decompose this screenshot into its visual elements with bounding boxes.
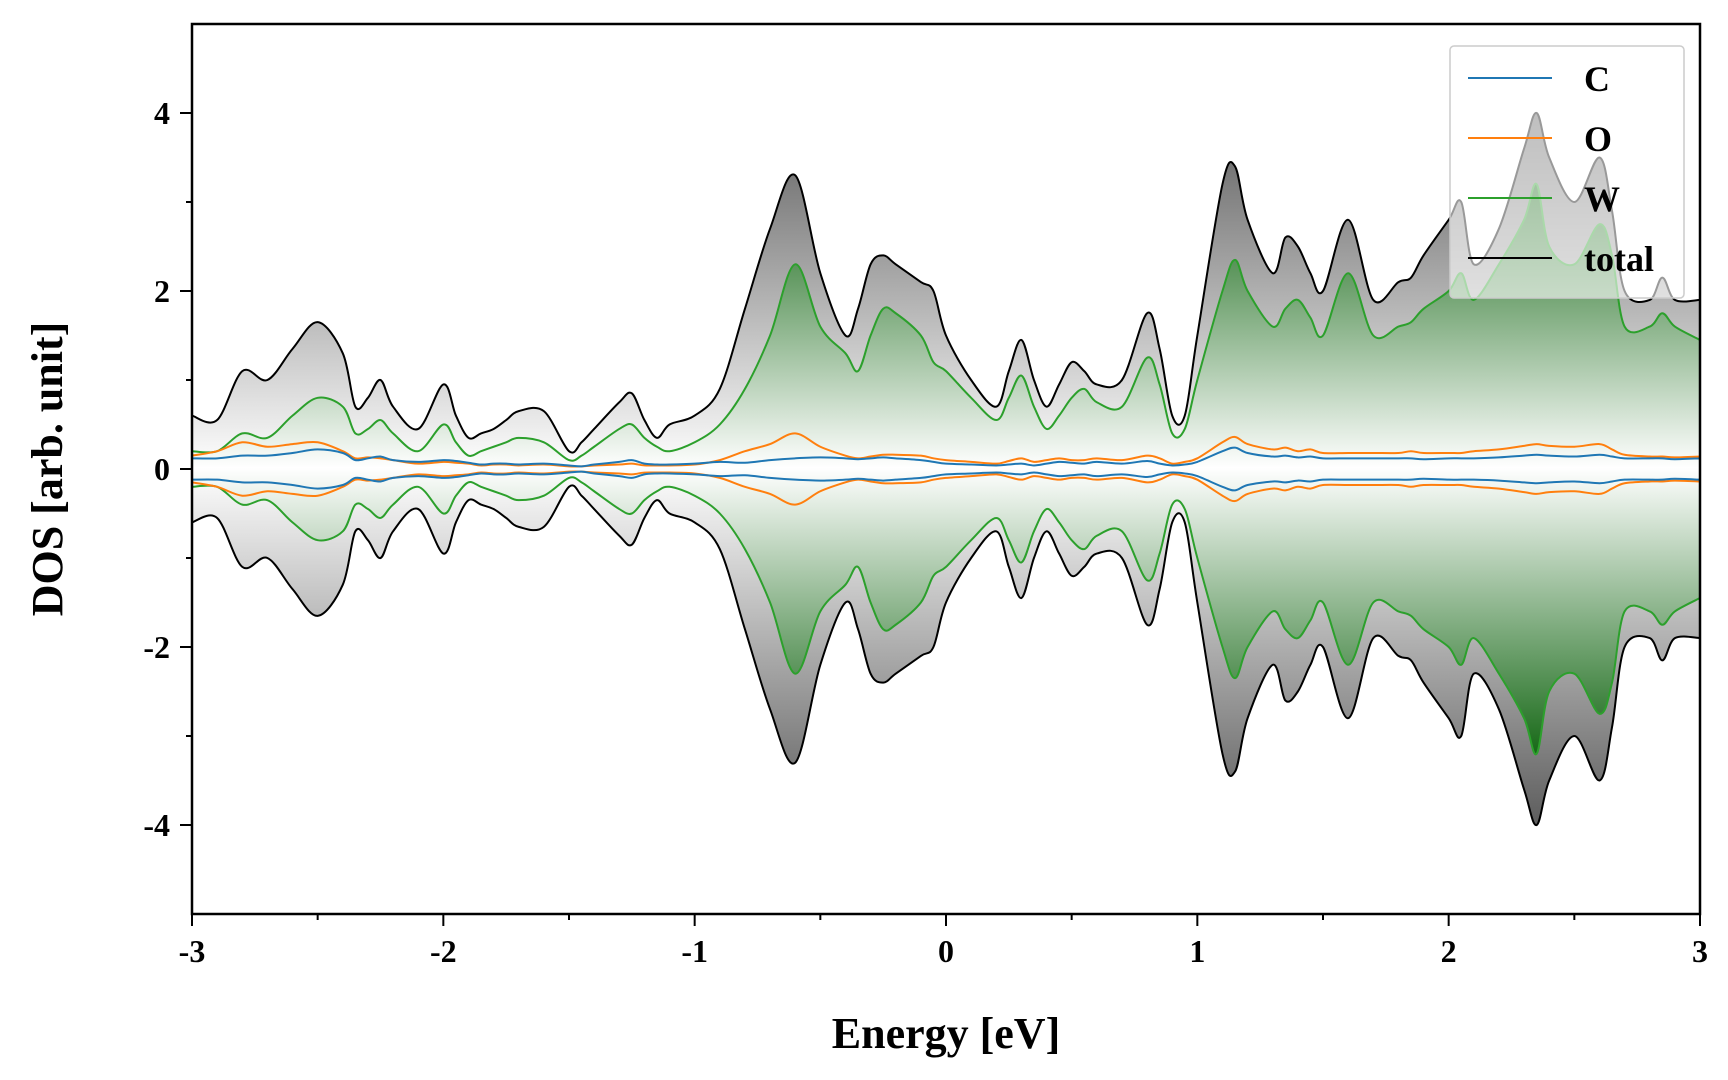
line-w-down bbox=[192, 476, 1700, 756]
x-tick-label: -2 bbox=[430, 933, 457, 969]
y-tick-label: 0 bbox=[154, 451, 170, 487]
legend-label-o: O bbox=[1584, 119, 1612, 159]
x-tick-label: -3 bbox=[179, 933, 206, 969]
x-axis-title: Energy [eV] bbox=[832, 1009, 1061, 1058]
y-tick-label: -2 bbox=[143, 629, 170, 665]
fill-w-up bbox=[192, 183, 1700, 469]
dos-lines bbox=[192, 112, 1700, 826]
x-tick-label: -1 bbox=[681, 933, 708, 969]
line-c-up bbox=[192, 446, 1700, 468]
y-tick-label: -4 bbox=[143, 807, 170, 843]
y-axis-title: DOS [arb. unit] bbox=[23, 322, 72, 617]
y-tick-label: 4 bbox=[154, 95, 170, 131]
legend-box bbox=[1449, 45, 1685, 299]
legend-label-c: C bbox=[1584, 59, 1610, 99]
plot-area bbox=[192, 112, 1700, 826]
dos-fills bbox=[192, 112, 1700, 826]
x-tick-label: 0 bbox=[938, 933, 954, 969]
x-tick-label: 1 bbox=[1189, 933, 1205, 969]
x-axis: -3 -2 -1 0 1 2 3 bbox=[179, 914, 1708, 969]
y-tick-label: 2 bbox=[154, 273, 170, 309]
x-tick-label: 3 bbox=[1692, 933, 1708, 969]
x-tick-label: 2 bbox=[1441, 933, 1457, 969]
line-w-up bbox=[192, 182, 1700, 462]
fill-w-down bbox=[192, 469, 1700, 755]
line-total-down bbox=[192, 484, 1700, 826]
y-axis: -4 -2 0 2 4 bbox=[143, 95, 192, 843]
legend-label-total: total bbox=[1584, 239, 1654, 279]
legend-label-w: W bbox=[1584, 179, 1620, 219]
line-total-up bbox=[192, 112, 1700, 454]
line-c-down bbox=[192, 470, 1700, 492]
